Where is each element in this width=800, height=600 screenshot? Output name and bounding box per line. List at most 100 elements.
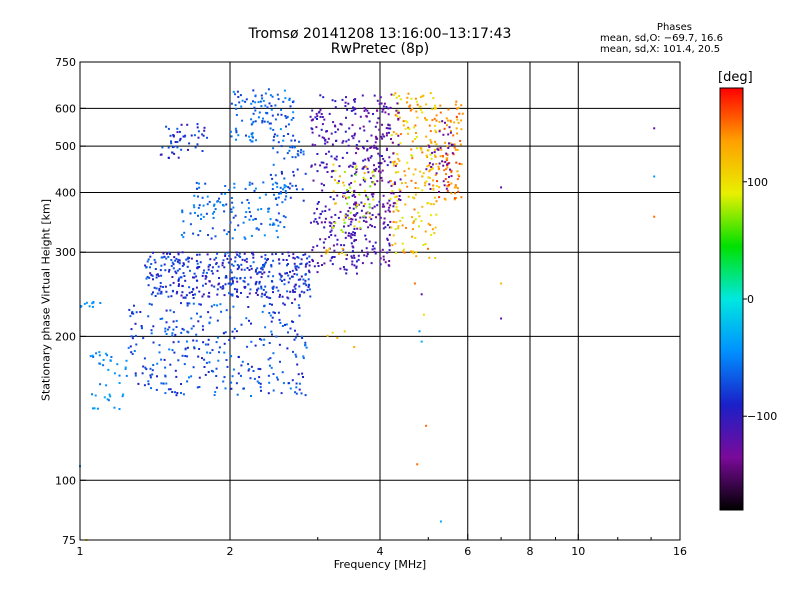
data-point <box>415 255 418 258</box>
data-point <box>362 159 365 162</box>
data-point <box>268 342 271 344</box>
data-point <box>176 131 179 134</box>
y-tick-label: 600 <box>55 102 76 115</box>
data-point <box>393 94 395 96</box>
data-point <box>269 297 272 299</box>
data-point <box>329 196 332 198</box>
data-point <box>175 326 178 328</box>
data-point <box>412 196 414 199</box>
data-point <box>171 349 174 352</box>
data-point <box>424 230 427 233</box>
data-point <box>211 349 214 352</box>
data-point <box>242 279 245 282</box>
data-point <box>235 138 237 141</box>
data-point <box>149 266 151 269</box>
data-point <box>295 382 298 385</box>
colorbar-label: [deg] <box>718 70 753 85</box>
data-point <box>195 181 198 184</box>
data-point <box>150 387 152 390</box>
data-point <box>333 249 336 252</box>
data-point <box>289 182 292 185</box>
data-point <box>353 234 356 237</box>
data-point <box>388 156 391 159</box>
data-point <box>268 303 271 305</box>
data-point <box>361 167 364 170</box>
data-point <box>378 170 380 173</box>
phases-legend-x-stats: mean, sd,X: 101.4, 20.5 <box>600 44 721 55</box>
data-point <box>350 232 353 235</box>
data-point <box>360 209 363 212</box>
data-point <box>368 216 371 219</box>
data-point <box>152 278 154 281</box>
data-point <box>251 132 253 135</box>
data-point <box>372 192 375 195</box>
data-point <box>151 369 154 372</box>
data-point <box>193 206 196 209</box>
data-point <box>261 310 264 313</box>
data-point <box>172 311 175 314</box>
data-point <box>258 381 260 384</box>
data-point <box>328 221 331 224</box>
data-point <box>164 374 167 377</box>
data-point <box>214 391 217 393</box>
data-point <box>124 367 127 370</box>
data-point <box>172 320 175 323</box>
data-point <box>223 376 226 379</box>
data-point <box>328 236 331 239</box>
data-point <box>294 156 297 159</box>
data-point <box>429 130 432 133</box>
data-point <box>168 326 171 329</box>
data-point <box>289 290 292 293</box>
data-point <box>292 256 295 259</box>
colorbar-tick-label: 0 <box>747 293 754 306</box>
data-point <box>148 302 151 305</box>
data-point <box>425 118 428 121</box>
data-point <box>330 132 333 135</box>
data-point <box>332 121 335 124</box>
data-point <box>371 207 374 210</box>
data-point <box>238 252 241 255</box>
data-point <box>388 260 391 262</box>
data-point <box>416 147 419 150</box>
data-point <box>270 320 273 323</box>
data-point <box>149 272 152 275</box>
data-point <box>449 131 452 134</box>
data-point <box>186 123 189 126</box>
data-point <box>181 354 184 357</box>
data-point <box>399 219 402 222</box>
data-point <box>340 229 343 232</box>
data-point <box>419 96 422 99</box>
data-point <box>297 373 300 376</box>
data-point <box>345 272 348 275</box>
data-point <box>388 226 391 229</box>
data-point <box>170 140 172 143</box>
data-point <box>202 215 205 218</box>
data-point <box>359 226 362 229</box>
data-point <box>346 202 349 205</box>
data-point <box>330 234 333 236</box>
data-point <box>436 180 438 183</box>
data-point <box>109 359 112 362</box>
data-point <box>291 184 294 187</box>
data-point <box>315 126 318 129</box>
data-point <box>260 285 263 288</box>
data-point <box>312 260 314 263</box>
data-point <box>351 194 354 197</box>
data-point <box>368 212 371 215</box>
data-point <box>249 288 252 291</box>
data-point <box>218 277 220 279</box>
data-point <box>378 102 381 105</box>
data-point <box>134 334 137 337</box>
data-point <box>154 295 157 297</box>
data-point <box>242 221 245 224</box>
data-point <box>354 218 357 221</box>
data-point <box>253 377 256 380</box>
data-point <box>263 294 266 296</box>
data-point <box>343 225 345 228</box>
data-point <box>280 280 283 282</box>
colorbar <box>719 87 744 511</box>
data-point <box>353 100 356 103</box>
data-point <box>204 277 207 280</box>
data-point <box>261 97 263 100</box>
